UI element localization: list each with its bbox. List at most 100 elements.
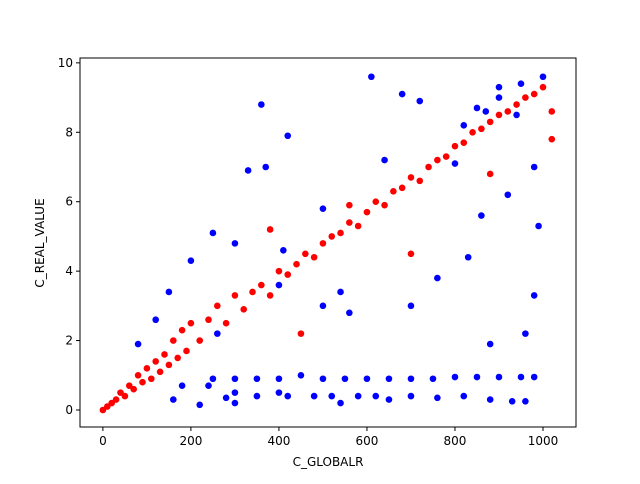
point xyxy=(244,167,252,174)
point xyxy=(319,302,327,310)
point xyxy=(473,373,481,381)
point xyxy=(328,233,336,240)
point xyxy=(522,398,529,405)
point xyxy=(165,361,173,369)
point xyxy=(504,108,512,115)
point xyxy=(262,163,270,171)
point xyxy=(434,394,441,402)
point xyxy=(337,288,344,296)
y-tick-label: 0 xyxy=(65,403,73,417)
x-tick-label: 400 xyxy=(267,434,290,448)
point xyxy=(253,392,261,400)
point xyxy=(495,83,503,91)
point xyxy=(451,160,459,167)
point xyxy=(161,351,168,358)
point xyxy=(266,226,274,233)
x-tick-label: 800 xyxy=(444,434,467,448)
point xyxy=(275,267,283,275)
point xyxy=(478,125,485,133)
point xyxy=(513,111,520,119)
point xyxy=(258,281,265,289)
point xyxy=(275,375,283,383)
point xyxy=(231,399,239,407)
point xyxy=(486,396,494,403)
y-tick-label: 4 xyxy=(65,264,73,278)
point xyxy=(284,271,292,278)
point xyxy=(495,111,503,119)
point xyxy=(346,201,353,209)
point xyxy=(372,198,380,206)
point xyxy=(253,375,261,383)
point xyxy=(240,306,248,313)
point xyxy=(275,389,283,396)
point xyxy=(209,375,217,383)
point xyxy=(486,170,494,178)
point xyxy=(280,247,287,254)
point xyxy=(187,319,195,327)
point xyxy=(530,292,538,299)
x-tick-label: 600 xyxy=(355,434,378,448)
point xyxy=(165,288,173,296)
point xyxy=(196,401,204,409)
plot-frame xyxy=(79,57,577,428)
point xyxy=(302,250,309,258)
point xyxy=(517,373,525,381)
point xyxy=(548,108,556,115)
point xyxy=(121,392,129,400)
point xyxy=(363,208,371,216)
point xyxy=(486,118,494,126)
point xyxy=(156,368,164,376)
point xyxy=(346,309,353,317)
point xyxy=(130,385,137,393)
point xyxy=(486,340,494,348)
point xyxy=(297,330,305,337)
point xyxy=(517,80,525,87)
point xyxy=(328,392,336,400)
point xyxy=(451,142,459,150)
point xyxy=(407,375,415,383)
point xyxy=(258,101,265,108)
point xyxy=(429,375,437,383)
point xyxy=(407,250,415,258)
point xyxy=(231,292,239,299)
point xyxy=(530,163,538,171)
point xyxy=(473,104,481,112)
y-tick-label: 10 xyxy=(58,56,73,70)
point xyxy=(522,330,529,337)
point xyxy=(381,201,388,209)
x-tick-label: 0 xyxy=(99,434,107,448)
point xyxy=(209,229,217,237)
point xyxy=(478,212,485,219)
point xyxy=(112,396,120,403)
point xyxy=(354,392,362,400)
point xyxy=(508,398,516,405)
point xyxy=(495,94,503,101)
point xyxy=(310,392,318,400)
point xyxy=(205,382,212,389)
point xyxy=(368,73,375,81)
point xyxy=(266,292,274,299)
point xyxy=(539,83,547,91)
point xyxy=(469,128,476,136)
point xyxy=(319,205,327,212)
point xyxy=(214,302,221,310)
point xyxy=(139,378,146,386)
point xyxy=(460,392,468,400)
point xyxy=(205,316,212,324)
point xyxy=(381,156,388,164)
point xyxy=(249,288,256,296)
point xyxy=(530,90,538,98)
point xyxy=(407,392,415,400)
x-axis-label: C_GLOBALR xyxy=(293,455,364,469)
point xyxy=(354,222,362,230)
point xyxy=(178,326,186,334)
point xyxy=(522,94,529,101)
point xyxy=(147,375,155,383)
point xyxy=(425,163,432,171)
point xyxy=(341,375,349,383)
point xyxy=(275,281,283,289)
point xyxy=(231,375,239,383)
point xyxy=(196,337,204,344)
point xyxy=(407,302,415,310)
point xyxy=(152,358,159,365)
